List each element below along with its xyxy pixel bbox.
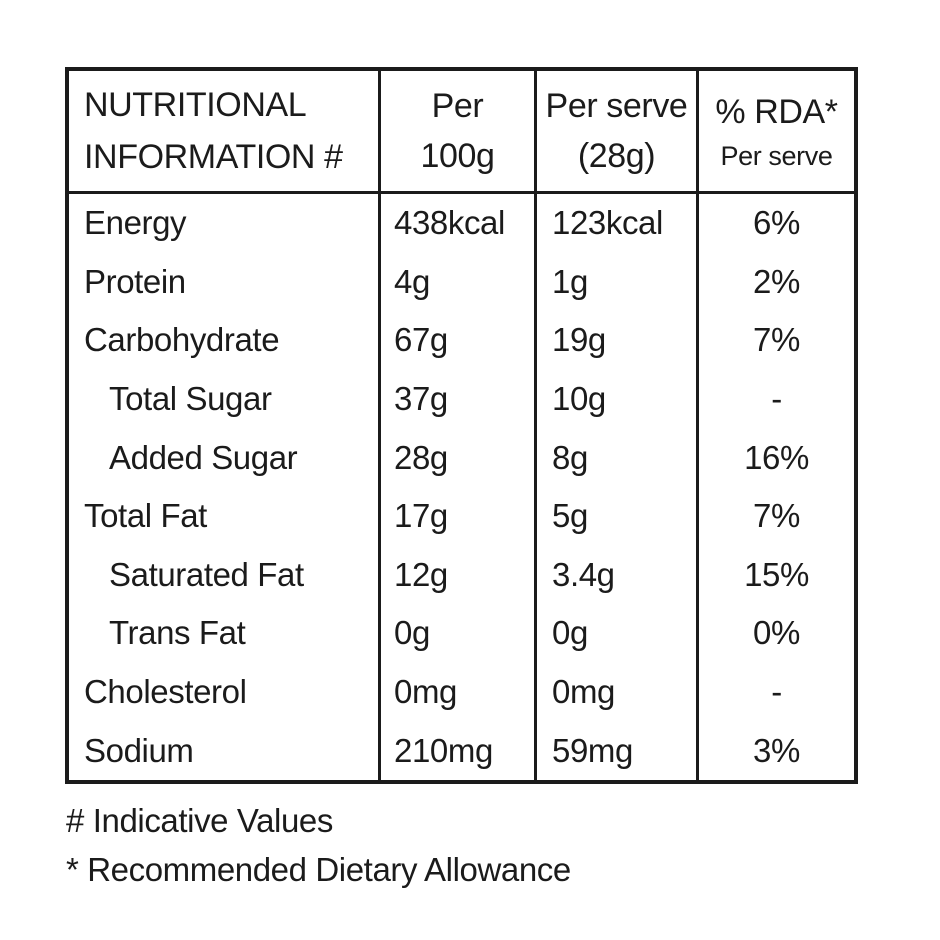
rda-cell: - — [771, 673, 782, 711]
nutrient-cell: Saturated Fat — [69, 545, 381, 605]
nutrient-cell: Trans Fat — [69, 604, 381, 663]
per-100g-cell: 438kcal — [381, 194, 537, 253]
per-100g-cell: 28g — [381, 428, 537, 487]
nutrition-table: NUTRITIONAL INFORMATION # Per 100g Per s… — [65, 67, 858, 784]
per-100g-cell: 67g — [381, 311, 537, 370]
rda-cell: 7% — [753, 321, 800, 359]
nutrient-cell: Total Sugar — [69, 369, 381, 429]
header-per-100g: Per 100g — [381, 71, 537, 194]
rda-cell: - — [771, 380, 782, 418]
per-serve-cell: 123kcal — [537, 194, 699, 253]
footnote-recommended-dietary-allowance: * Recommended Dietary Allowance — [66, 851, 571, 888]
nutrient-cell: Sodium — [69, 721, 381, 780]
per-serve-cell: 8g — [537, 428, 699, 487]
per-serve-cell: 19g — [537, 311, 699, 370]
header-per-serve: Per serve (28g) — [537, 71, 699, 194]
header-rda-line2: Per serve — [720, 141, 833, 171]
rda-cell: 3% — [753, 731, 800, 769]
per-100g-cell: 12g — [381, 545, 537, 605]
per-serve-cell: 0g — [537, 604, 699, 663]
per-serve-cell: 0mg — [537, 662, 699, 722]
header-nutritional-information-line1: NUTRITIONAL — [84, 86, 307, 124]
footnote-indicative-values: # Indicative Values — [66, 802, 333, 839]
per-100g-cell: 4g — [381, 252, 537, 312]
rda-cell: 2% — [753, 262, 800, 300]
footnotes: # Indicative Values * Recommended Dietar… — [66, 796, 571, 894]
nutrient-cell: Carbohydrate — [69, 311, 381, 370]
header-nutritional-information: NUTRITIONAL INFORMATION # — [69, 71, 381, 194]
header-rda-line1: % RDA* — [715, 93, 838, 131]
header-per-100g-line2: 100g — [420, 137, 495, 175]
per-100g-cell: 0mg — [381, 662, 537, 722]
nutrient-cell: Energy — [69, 194, 381, 253]
per-serve-cell: 3.4g — [537, 545, 699, 605]
header-per-100g-line1: Per — [431, 87, 484, 125]
per-100g-cell: 0g — [381, 604, 537, 663]
rda-cell: 15% — [744, 555, 809, 593]
per-100g-cell: 37g — [381, 369, 537, 429]
nutrient-cell: Total Fat — [69, 486, 381, 546]
per-serve-cell: 5g — [537, 486, 699, 546]
rda-cell: 7% — [753, 497, 800, 535]
per-serve-cell: 59mg — [537, 721, 699, 780]
per-100g-cell: 210mg — [381, 721, 537, 780]
per-100g-cell: 17g — [381, 486, 537, 546]
header-per-serve-line1: Per serve — [545, 87, 688, 125]
header-per-serve-line2: (28g) — [577, 137, 656, 175]
header-rda: % RDA* Per serve — [699, 71, 854, 194]
rda-cell: 0% — [753, 614, 800, 652]
per-serve-cell: 10g — [537, 369, 699, 429]
nutrient-cell: Added Sugar — [69, 428, 381, 487]
nutrient-cell: Cholesterol — [69, 662, 381, 722]
nutrient-cell: Protein — [69, 252, 381, 312]
per-serve-cell: 1g — [537, 252, 699, 312]
rda-cell: 6% — [753, 204, 800, 242]
rda-cell: 16% — [744, 438, 809, 476]
header-nutritional-information-line2: INFORMATION # — [84, 138, 343, 176]
